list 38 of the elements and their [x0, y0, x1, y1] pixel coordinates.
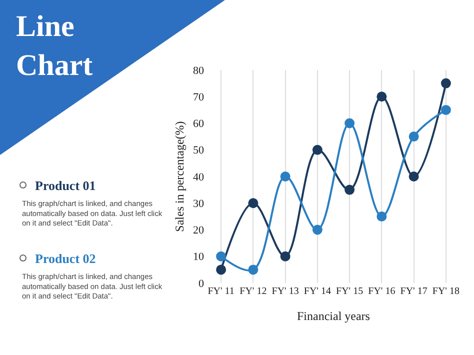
x-tick-label: FY' 14: [304, 286, 331, 297]
text: Product 01: [35, 178, 96, 193]
x-tick-label: FY' 17: [400, 286, 428, 297]
x-tick-label: FY' 16: [368, 286, 396, 297]
x-tick-label: FY' 15: [336, 286, 364, 297]
point: [216, 251, 226, 262]
x-tick-label: FY' 12: [240, 286, 267, 297]
point: [248, 264, 258, 275]
point: [216, 264, 226, 275]
y-tick-label: 60: [193, 118, 204, 130]
point: [344, 118, 355, 128]
text: Product 02: [35, 251, 96, 266]
y-axis-title: Sales in percentage(%): [172, 121, 186, 232]
x-axis-title: Financial years: [297, 308, 370, 323]
point: [344, 184, 355, 195]
y-tick-label: 10: [193, 251, 204, 264]
point: [312, 144, 322, 155]
y-tick-label: 50: [193, 144, 204, 157]
point: [376, 211, 387, 222]
y-tick-label: 70: [193, 91, 204, 104]
x-tick-label: FY' 18: [432, 286, 460, 297]
point: [376, 92, 387, 102]
point: [312, 224, 322, 235]
y-tick-label: 40: [193, 171, 204, 184]
x-tick-label: FY' 13: [272, 286, 299, 297]
y-tick-label: 30: [193, 198, 204, 210]
y-tick-label: 80: [193, 64, 204, 77]
point: [408, 172, 419, 182]
chart-title: Line Chart: [16, 10, 93, 82]
point: [440, 78, 451, 88]
point: [280, 251, 290, 262]
point: [440, 104, 451, 115]
x-tick-label: FY' 11: [208, 286, 234, 297]
point: [280, 172, 290, 182]
y-tick-label: 0: [198, 278, 204, 290]
point: [408, 132, 419, 142]
y-tick-label: 20: [193, 224, 204, 237]
point: [248, 198, 258, 208]
